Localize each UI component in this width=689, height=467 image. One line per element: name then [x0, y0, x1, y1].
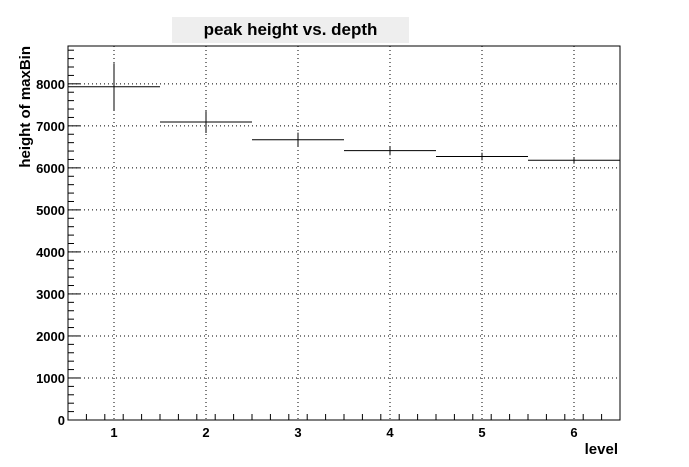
- y-axis-label: height of maxBin: [17, 46, 34, 168]
- data-point: [436, 152, 528, 161]
- y-tick-label: 4000: [36, 245, 65, 260]
- data-point: [528, 156, 620, 164]
- data-point: [68, 63, 160, 111]
- y-tick-label: 6000: [36, 161, 65, 176]
- x-tick-label: 4: [386, 425, 394, 440]
- grid: [68, 46, 620, 420]
- y-tick-label: 7000: [36, 119, 65, 134]
- data-point: [252, 132, 344, 147]
- y-tick-label: 2000: [36, 329, 65, 344]
- y-tick-label: 1000: [36, 371, 65, 386]
- x-tick-labels: 1 2 3 4 5 6: [110, 425, 577, 440]
- x-tick-label: 2: [202, 425, 209, 440]
- x-axis-label: level: [585, 441, 618, 458]
- y-tick-label: 3000: [36, 287, 65, 302]
- y-tick-label: 0: [58, 413, 65, 428]
- plot-frame: [67, 45, 621, 421]
- y-tick-label: 8000: [36, 77, 65, 92]
- chart-title-box: peak height vs. depth: [172, 17, 409, 43]
- data-points: [68, 63, 620, 164]
- y-tick-label: 5000: [36, 203, 65, 218]
- data-point: [160, 111, 252, 133]
- chart-title: peak height vs. depth: [203, 20, 378, 39]
- y-tick-labels: 0 1000 2000 3000 4000 5000 6000 7000 8000: [36, 77, 65, 428]
- x-tick-label: 3: [294, 425, 301, 440]
- x-tick-label: 6: [570, 425, 577, 440]
- x-tick-label: 1: [110, 425, 117, 440]
- axis-ticks: [67, 49, 621, 421]
- x-tick-label: 5: [478, 425, 485, 440]
- data-point: [344, 146, 436, 156]
